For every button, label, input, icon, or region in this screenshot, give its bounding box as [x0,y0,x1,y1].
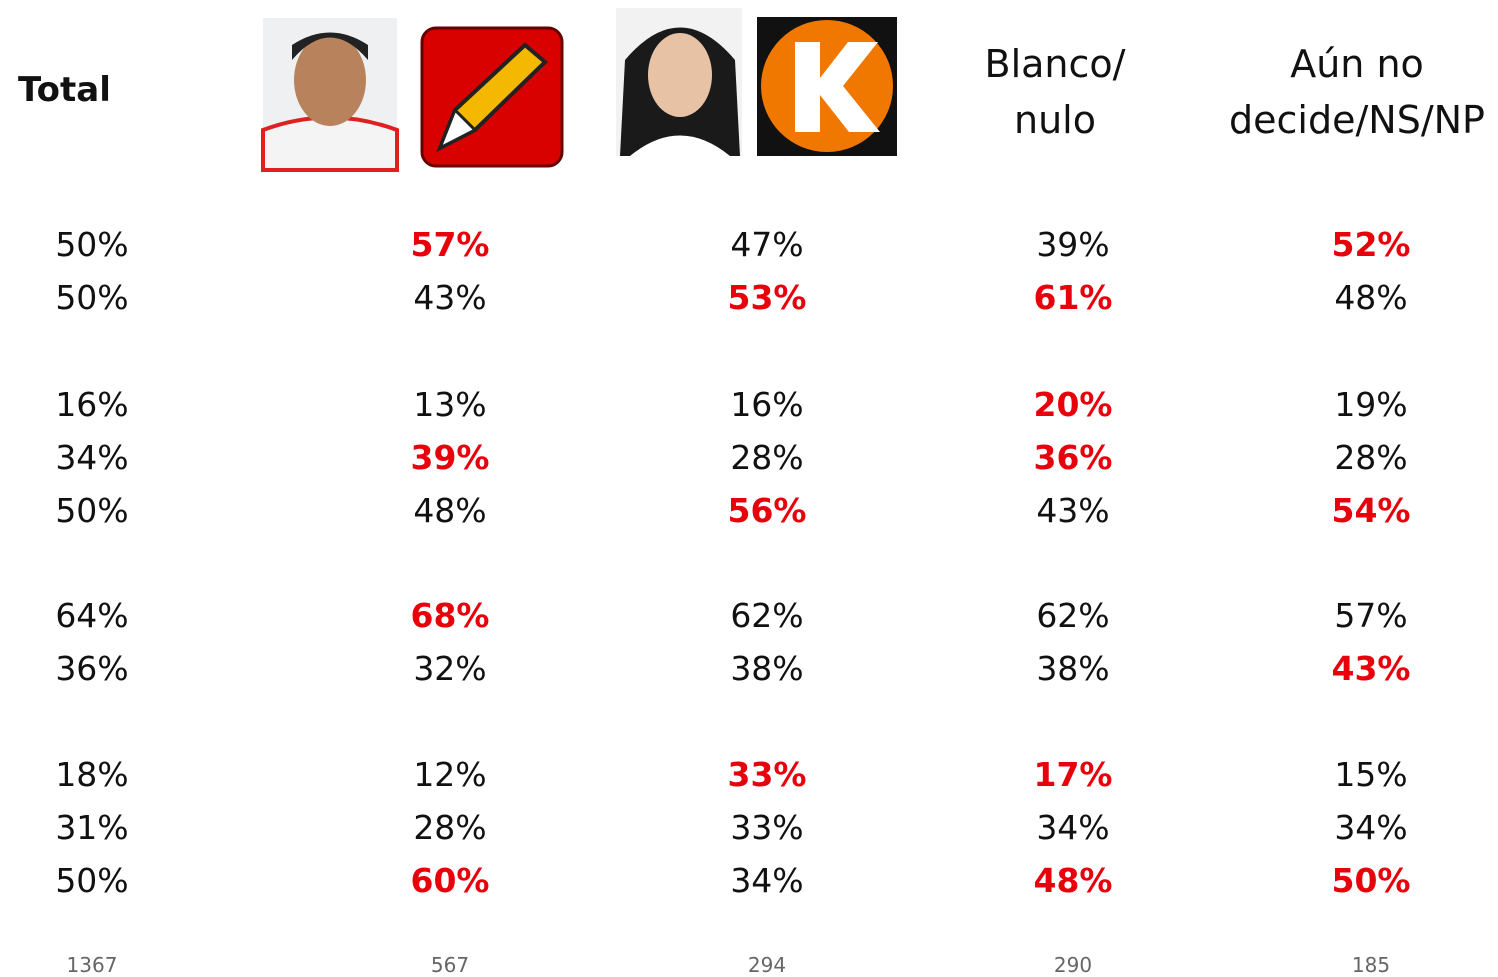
table-cell: 43% [973,491,1173,531]
table-cell: 56% [667,491,867,531]
table-cell: 36% [973,438,1173,478]
table-cell: 48% [350,491,550,531]
table-cell: 62% [973,596,1173,636]
table-cell: 34% [0,438,192,478]
table-cell: 61% [973,278,1173,318]
party-logo-1 [422,28,562,166]
candidate-photo-2 [616,8,742,156]
table-cell: 39% [973,225,1173,265]
table-cell: 13% [350,385,550,425]
table-cell: 15% [1271,755,1471,795]
table-cell: 43% [350,278,550,318]
table-cell: 52% [1271,225,1471,265]
party-logo-2 [757,17,897,156]
table-cell: 38% [973,649,1173,689]
candidate-photo-1 [263,18,397,170]
table-cell: 50% [1271,861,1471,901]
page: Total Blanco/ nulo Aún no decide/NS/NP 5… [0,0,1498,968]
table-cell: 28% [667,438,867,478]
table-cell: 38% [667,649,867,689]
table-cell: 48% [973,861,1173,901]
table-cell: 32% [350,649,550,689]
table-cell: 28% [1271,438,1471,478]
base-count: 567 [350,953,550,977]
table-cell: 18% [0,755,192,795]
table-cell: 50% [0,491,192,531]
table-cell: 36% [0,649,192,689]
table-cell: 20% [973,385,1173,425]
table-cell: 33% [667,808,867,848]
base-count: 290 [973,953,1173,977]
base-count: 1367 [0,953,192,977]
table-cell: 60% [350,861,550,901]
table-cell: 57% [350,225,550,265]
base-count: 294 [667,953,867,977]
table-cell: 28% [350,808,550,848]
table-cell: 57% [1271,596,1471,636]
table-cell: 16% [0,385,192,425]
table-cell: 64% [0,596,192,636]
table-cell: 34% [1271,808,1471,848]
base-count: 185 [1271,953,1471,977]
table-cell: 16% [667,385,867,425]
table-cell: 48% [1271,278,1471,318]
candidate-images [0,0,1498,180]
table-cell: 31% [0,808,192,848]
table-cell: 68% [350,596,550,636]
table-cell: 62% [667,596,867,636]
table-cell: 34% [973,808,1173,848]
table-cell: 39% [350,438,550,478]
table-cell: 54% [1271,491,1471,531]
table-cell: 17% [973,755,1173,795]
table-cell: 50% [0,225,192,265]
table-cell: 34% [667,861,867,901]
table-cell: 53% [667,278,867,318]
table-cell: 47% [667,225,867,265]
table-cell: 12% [350,755,550,795]
table-cell: 50% [0,861,192,901]
table-cell: 33% [667,755,867,795]
table-cell: 50% [0,278,192,318]
table-cell: 43% [1271,649,1471,689]
table-cell: 19% [1271,385,1471,425]
